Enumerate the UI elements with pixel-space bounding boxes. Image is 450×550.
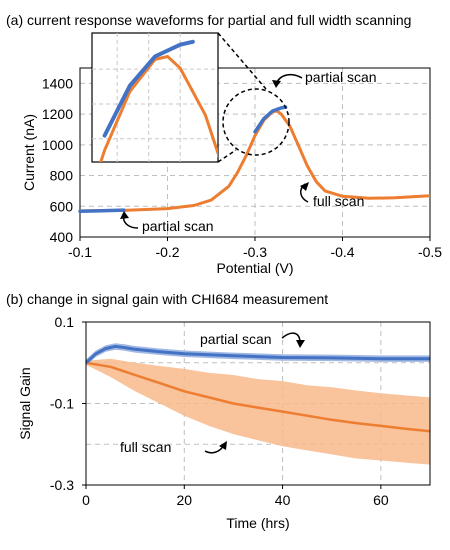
arrow-head xyxy=(300,182,309,191)
zoom-connector xyxy=(217,32,267,90)
partial-scan-line xyxy=(253,105,288,134)
y-tick-label: 600 xyxy=(50,198,74,214)
arrow-head xyxy=(272,80,281,88)
x-tick-label: -0.3 xyxy=(243,244,267,260)
panel-a-series xyxy=(78,105,431,213)
panel-b-ticks: 0 20 40 60 0.1 -0.1 -0.3 xyxy=(50,314,389,508)
y-tick-label: -0.3 xyxy=(50,477,74,493)
y-tick-label: 400 xyxy=(50,229,74,245)
x-tick-label: 20 xyxy=(176,492,192,508)
partial-scan-annotation-top: partial scan xyxy=(305,69,377,85)
y-tick-label: 1200 xyxy=(42,106,73,122)
panel-a-ticks: 400 600 800 1000 1200 1400 -0.1 -0.2 -0.3 -0.4 -0.… xyxy=(42,75,442,260)
arrow-head xyxy=(219,441,227,450)
x-tick-label: -0.2 xyxy=(155,244,179,260)
arrow-head xyxy=(296,340,305,348)
full-scan-annotation: full scan xyxy=(120,439,171,455)
zoom-circle xyxy=(222,88,290,156)
y-tick-label: 800 xyxy=(50,168,74,184)
panel-b-series xyxy=(84,344,431,433)
inset-partial-scan-line xyxy=(102,39,195,138)
panel-b-y-label: Signal Gain xyxy=(17,367,33,439)
inset-full-scan-line xyxy=(99,54,218,162)
x-tick-label: -0.5 xyxy=(418,244,442,260)
partial-scan-mean-line xyxy=(84,344,430,364)
y-tick-label: 1000 xyxy=(42,137,73,153)
y-tick-label: -0.1 xyxy=(50,396,74,412)
panel-a-arrows xyxy=(120,73,309,229)
x-tick-label: -0.1 xyxy=(68,244,92,260)
panel-a-plot: 400 600 800 1000 1200 1400 -0.1 -0.2 -0.3 -0.4 -0.… xyxy=(21,32,442,276)
full-scan-mean-line xyxy=(85,361,431,433)
partial-scan-line xyxy=(78,208,126,213)
partial-scan-annotation-bottom: partial scan xyxy=(142,218,214,234)
panel-b-arrows xyxy=(204,332,305,454)
partial-scan-annotation: partial scan xyxy=(200,331,272,347)
x-tick-label: 0 xyxy=(82,492,90,508)
y-tick-label: 1400 xyxy=(42,75,73,91)
y-tick-label: 0.1 xyxy=(55,314,75,330)
panel-b-bands xyxy=(86,343,430,465)
full-scan-annotation: full scan xyxy=(313,193,364,209)
panel-b-x-label: Time (hrs) xyxy=(226,515,289,531)
inset-frame xyxy=(91,32,219,163)
x-tick-label: 60 xyxy=(373,492,389,508)
zoom-connector xyxy=(217,149,237,163)
panel-a-y-label: Current (nA) xyxy=(21,114,37,191)
panel-a-x-label: Potential (V) xyxy=(216,260,293,276)
peak-inset xyxy=(91,32,290,163)
panel-a-caption: (a) current response waveforms for parti… xyxy=(6,12,411,28)
full-scan-band xyxy=(86,358,430,465)
x-tick-label: 40 xyxy=(275,492,291,508)
x-tick-label: -0.4 xyxy=(330,244,354,260)
partial-scan-band xyxy=(86,343,430,366)
arrow-partial-top xyxy=(275,73,303,85)
arrow-head xyxy=(120,211,129,219)
panel-b-plot: 0 20 40 60 0.1 -0.1 -0.3 Time (hrs) Signal Gai… xyxy=(17,314,431,531)
panel-b-caption: (b) change in signal gain with CHI684 me… xyxy=(6,291,328,307)
